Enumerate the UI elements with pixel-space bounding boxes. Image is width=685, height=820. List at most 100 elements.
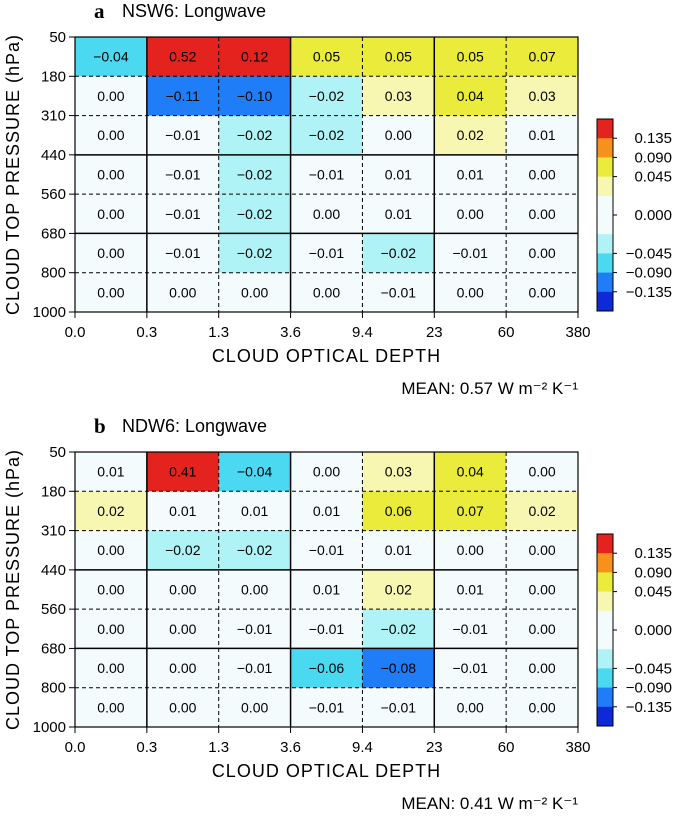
cell-value: 0.05 — [457, 49, 484, 65]
x-tick-label: 9.4 — [352, 739, 373, 756]
colorbar-label: 0.000 — [634, 622, 672, 639]
cell-value: 0.00 — [313, 464, 340, 480]
y-tick-label: 50 — [49, 444, 66, 461]
cell-value: 0.00 — [97, 127, 124, 143]
panel-a: a NSW6: Longwave −0.04 0.52 0.12 0.05 0.05 0.… — [0, 0, 685, 405]
cell-value: 0.00 — [97, 621, 124, 637]
heatmap-cell — [75, 687, 148, 728]
cell-value: 0.01 — [313, 582, 340, 598]
colorbar-swatch — [597, 687, 613, 708]
cell-value: 0.41 — [169, 464, 196, 480]
cell-value: 0.00 — [528, 245, 555, 261]
y-tick-label: 560 — [41, 186, 66, 203]
heatmap-cell — [218, 687, 292, 728]
heatmap-cell — [218, 491, 292, 532]
cell-value: −0.01 — [165, 206, 201, 222]
heatmap-cell — [290, 194, 364, 235]
heatmap-cell — [434, 233, 507, 274]
y-tick-label: 180 — [41, 68, 66, 85]
colorbar-swatch — [597, 215, 613, 235]
heatmap-chart: 0.01 0.41 −0.04 0.00 0.03 0.04 0.00 0.02 0.01 0.0… — [3, 444, 672, 813]
cell-value: −0.01 — [309, 542, 345, 558]
cell-value: −0.02 — [237, 167, 273, 183]
heatmap-cell — [506, 452, 579, 492]
y-tick-label: 440 — [41, 147, 66, 164]
x-tick-label: 1.3 — [208, 739, 229, 756]
colorbar-label: 0.135 — [634, 130, 672, 147]
heatmap-cell — [146, 687, 220, 728]
x-tick-label: 9.4 — [352, 324, 373, 341]
heatmap-cell — [362, 115, 435, 156]
heatmap-cell — [290, 648, 364, 689]
heatmap-cell — [75, 569, 148, 610]
heatmap-cell — [218, 569, 292, 610]
cell-value: 0.02 — [528, 503, 555, 519]
heatmap-cell — [434, 491, 507, 532]
heatmap-cell — [218, 76, 292, 117]
cell-value: 0.01 — [97, 464, 124, 480]
x-tick-label: 0.3 — [136, 739, 157, 756]
cell-value: 0.00 — [528, 284, 555, 300]
heatmap-cell — [290, 115, 364, 156]
cell-value: −0.01 — [452, 245, 488, 261]
heatmap-cell — [146, 76, 220, 117]
colorbar-label: −0.045 — [626, 660, 672, 677]
x-tick-label: 23 — [426, 324, 443, 341]
cell-value: 0.02 — [457, 127, 484, 143]
x-tick-label: 0.0 — [65, 739, 86, 756]
cell-value: 0.01 — [385, 167, 412, 183]
heatmap-cell — [506, 154, 579, 195]
cell-value: 0.07 — [457, 503, 484, 519]
heatmap-cell — [506, 115, 579, 156]
cell-value: −0.02 — [381, 621, 417, 637]
colorbar-swatch — [597, 176, 613, 197]
colorbar-label: −0.090 — [626, 265, 672, 282]
cell-value: −0.01 — [452, 621, 488, 637]
heatmap-cell — [506, 491, 579, 532]
y-tick-label: 680 — [41, 640, 66, 657]
cell-value: 0.07 — [528, 49, 555, 65]
cell-value: −0.01 — [381, 284, 417, 300]
heatmap-cell — [434, 609, 507, 650]
cell-value: 0.00 — [457, 542, 484, 558]
cell-value: 0.00 — [97, 206, 124, 222]
colorbar-swatch — [597, 553, 613, 573]
colorbar-swatch — [597, 649, 613, 669]
colorbar-swatch — [597, 195, 613, 216]
heatmap-cell — [75, 530, 148, 571]
chart-title: NSW6: Longwave — [122, 1, 267, 21]
heatmap-cell — [146, 452, 220, 492]
heatmap-cell — [434, 272, 507, 313]
cell-value: 0.02 — [97, 503, 124, 519]
cell-value: 0.00 — [97, 284, 124, 300]
colorbar-swatch — [597, 119, 613, 139]
heatmap-cell — [290, 233, 364, 274]
cell-value: −0.01 — [237, 660, 273, 676]
y-tick-label: 50 — [49, 29, 66, 46]
heatmap-cell — [290, 154, 364, 195]
heatmap-cell — [362, 194, 435, 235]
cell-value: 0.00 — [528, 660, 555, 676]
heatmap-cell — [290, 687, 364, 728]
x-tick-label: 60 — [498, 739, 515, 756]
colorbar-swatch — [597, 668, 613, 688]
heatmap-cell — [75, 154, 148, 195]
heatmap-cell — [506, 530, 579, 571]
y-tick-label: 440 — [41, 562, 66, 579]
heatmap-cell — [434, 569, 507, 610]
cell-value: 0.00 — [97, 582, 124, 598]
cell-value: 0.00 — [528, 464, 555, 480]
heatmap-cell — [362, 452, 435, 492]
heatmap-cell — [362, 530, 435, 571]
heatmap-chart: −0.04 0.52 0.12 0.05 0.05 0.05 0.07 0.00 −0.11 −0… — [3, 29, 672, 398]
heatmap-cell — [75, 233, 148, 274]
heatmap-cell — [290, 37, 364, 77]
cell-value: −0.01 — [165, 127, 201, 143]
cell-value: 0.03 — [385, 88, 412, 104]
cell-value: −0.01 — [452, 660, 488, 676]
heatmap-cell — [75, 115, 148, 156]
cell-value: −0.02 — [165, 542, 201, 558]
x-tick-label: 3.6 — [280, 739, 301, 756]
y-tick-label: 680 — [41, 225, 66, 242]
cell-value: 0.00 — [457, 284, 484, 300]
